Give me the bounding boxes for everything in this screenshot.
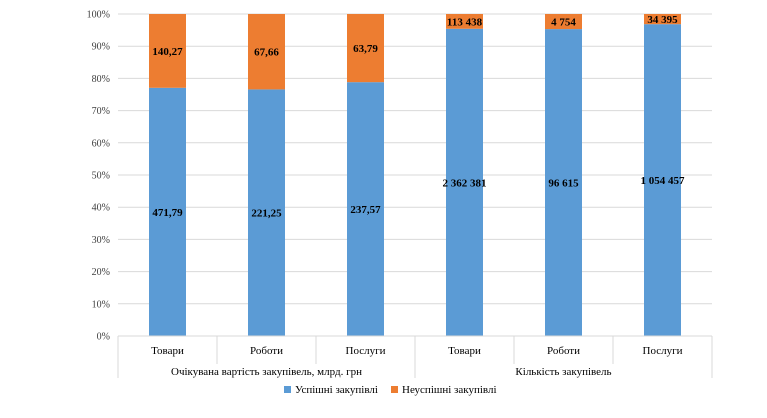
x-category-label: Роботи [250,345,283,357]
bar-segment-success [446,28,483,337]
bar-segment-failed [347,14,384,83]
y-tick-label: 10% [92,299,110,310]
legend-label: Успішні закупівлі [295,384,378,396]
bar-segment-failed [446,14,483,29]
y-tick-label: 30% [92,235,110,246]
x-category-label: Товари [151,345,184,357]
x-axis: Товари Роботи Послуги Товари Роботи Послуги Оч… [117,335,713,378]
y-tick-label: 20% [92,267,110,278]
data-label-failed: 63,79 [353,43,378,55]
bar-segment-success [545,29,582,337]
legend-swatch [391,386,398,393]
y-tick-label: 80% [92,74,110,85]
y-tick-label: 50% [92,171,110,182]
bar-segment-success [149,87,186,336]
x-category-label: Послуги [643,345,683,357]
data-label-success: 471,79 [152,207,183,219]
data-label-success: 96 615 [548,178,579,190]
y-axis-ticks: 0% 10% 20% 30% 40% 50% 60% 70% 80% 90% 100% [87,10,110,343]
bar-segment-success [644,24,681,336]
y-tick-label: 100% [87,10,110,21]
x-category-label: Роботи [547,345,580,357]
y-tick-label: 90% [92,42,110,53]
data-label-success: 237,57 [350,204,381,216]
y-tick-label: 40% [92,203,110,214]
data-label-failed: 67,66 [254,47,279,59]
y-tick-label: 0% [97,332,110,343]
x-category-label: Товари [448,345,481,357]
legend: Успішні закупівлі Неуспішні закупівлі [284,384,497,396]
x-group-label: Кількість закупівель [515,366,611,378]
x-group-label: Очікувана вартість закупівель, млрд. грн [171,366,362,378]
bar-segment-success [248,89,285,336]
data-labels: 471,79 140,27 221,25 67,66 237,57 63,79 2 362 … [152,14,685,220]
data-label-failed: 34 395 [647,14,678,26]
y-tick-label: 70% [92,106,110,117]
gridlines [118,13,712,337]
data-label-success: 221,25 [251,208,282,220]
bar-segment-failed [545,14,582,30]
x-category-label: Послуги [346,345,386,357]
bar-segment-failed [248,14,285,90]
bar-segment-success [347,82,384,337]
y-tick-label: 60% [92,138,110,149]
data-label-failed: 140,27 [152,46,183,58]
bars [149,14,681,337]
data-label-failed: 4 754 [551,17,576,29]
bar-segment-failed [149,14,186,88]
data-label-failed: 113 438 [447,16,483,28]
legend-label: Неуспішні закупівлі [402,384,497,396]
data-label-success: 2 362 381 [443,177,487,189]
bar-segment-failed [644,14,681,25]
data-label-success: 1 054 457 [641,175,686,187]
legend-swatch [284,386,291,393]
